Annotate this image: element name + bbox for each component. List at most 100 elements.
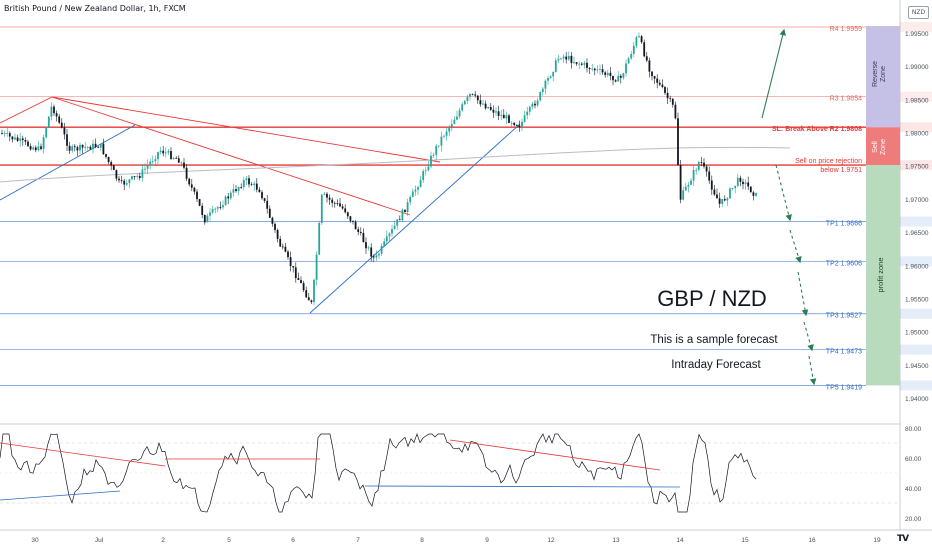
candle-body bbox=[227, 196, 230, 199]
candle-body bbox=[453, 119, 456, 125]
candle-body bbox=[279, 238, 282, 247]
candle-body bbox=[365, 242, 367, 249]
candle-body bbox=[547, 77, 549, 81]
candle-body bbox=[188, 178, 191, 185]
candle-body bbox=[734, 185, 737, 189]
candle-body bbox=[40, 146, 42, 149]
candle-body bbox=[495, 111, 497, 113]
candle-body bbox=[648, 60, 651, 72]
candle-body bbox=[526, 111, 529, 116]
candle-body bbox=[497, 111, 500, 116]
candle-body bbox=[162, 150, 165, 154]
candle-body bbox=[253, 183, 256, 186]
candle-body bbox=[281, 246, 284, 248]
trendline-sup-2[interactable] bbox=[309, 123, 521, 314]
candle-body bbox=[71, 146, 74, 151]
candle-body bbox=[708, 171, 711, 181]
candle-body bbox=[674, 104, 677, 119]
candle-body bbox=[211, 209, 214, 213]
candle-body bbox=[60, 122, 63, 128]
reverse-zone-label-2: Zone bbox=[880, 66, 887, 82]
candle-body bbox=[245, 178, 248, 181]
forecast-arrow-5 bbox=[808, 355, 817, 386]
candle-body bbox=[461, 104, 464, 111]
candle-body bbox=[42, 137, 45, 149]
time-axis-label: 19 bbox=[873, 537, 881, 544]
candle-body bbox=[487, 107, 490, 109]
candle-body bbox=[713, 189, 716, 195]
candle-body bbox=[575, 62, 578, 64]
candle-body bbox=[53, 106, 55, 114]
candle-body bbox=[583, 62, 586, 65]
symbol-title[interactable]: British Pound / New Zealand Dollar, 1h, … bbox=[4, 4, 186, 13]
candle-body bbox=[440, 136, 443, 146]
candle-body bbox=[333, 202, 336, 204]
candle-body bbox=[315, 254, 318, 280]
candle-body bbox=[185, 167, 188, 179]
candle-body bbox=[6, 133, 9, 134]
time-axis-label: 5 bbox=[227, 537, 231, 544]
candle-body bbox=[388, 233, 391, 237]
time-axis-label: 2 bbox=[161, 537, 165, 544]
candle-body bbox=[86, 146, 89, 148]
candle-body bbox=[567, 55, 570, 60]
candle-body bbox=[232, 189, 235, 193]
candle-body bbox=[359, 231, 362, 233]
candle-body bbox=[214, 208, 217, 210]
candle-body bbox=[115, 170, 118, 179]
price-axis-label: 1.99500 bbox=[905, 31, 929, 38]
candle-body bbox=[261, 192, 263, 199]
candle-body bbox=[692, 170, 695, 181]
candle-body bbox=[630, 53, 633, 59]
candle-body bbox=[409, 196, 412, 203]
candle-body bbox=[8, 133, 11, 137]
candle-body bbox=[742, 181, 744, 185]
candle-body bbox=[391, 229, 393, 234]
candle-body bbox=[749, 186, 752, 193]
candle-body bbox=[84, 147, 87, 148]
price-axis-area[interactable] bbox=[900, 0, 932, 530]
candle-body bbox=[271, 217, 274, 224]
candle-body bbox=[45, 127, 48, 138]
candle-body bbox=[144, 168, 146, 170]
price-tag-r4 bbox=[900, 22, 932, 33]
price-tag-tp1 bbox=[900, 216, 932, 227]
currency-badge[interactable]: NZD bbox=[908, 6, 929, 19]
candle-body bbox=[372, 256, 375, 258]
candle-body bbox=[222, 205, 224, 208]
trendline-res-2[interactable] bbox=[51, 96, 441, 163]
candle-body bbox=[684, 186, 687, 191]
rsi-trend-res-3 bbox=[449, 439, 661, 471]
candle-body bbox=[531, 103, 534, 107]
price-axis-label: 1.95000 bbox=[905, 330, 929, 337]
candle-body bbox=[378, 253, 380, 256]
candle-body bbox=[705, 166, 708, 172]
candle-body bbox=[344, 208, 347, 213]
candle-body bbox=[643, 42, 646, 57]
candle-body bbox=[55, 113, 58, 117]
candle-body bbox=[154, 159, 157, 162]
candle-body bbox=[632, 45, 635, 54]
candle-body bbox=[658, 82, 661, 85]
candle-body bbox=[66, 134, 68, 146]
sample-forecast-note: This is a sample forecast bbox=[650, 334, 778, 346]
candle-body bbox=[201, 205, 204, 215]
price-tag-sell bbox=[900, 160, 932, 171]
candle-body bbox=[97, 146, 100, 148]
trendline-res-1[interactable] bbox=[0, 96, 53, 124]
level-label-r4: R4 1.9959 bbox=[830, 26, 862, 33]
price-axis-label: 1.96000 bbox=[905, 263, 929, 270]
candle-body bbox=[484, 103, 487, 109]
candle-body bbox=[219, 207, 222, 208]
candle-body bbox=[458, 110, 461, 117]
time-axis-label: 6 bbox=[291, 537, 295, 544]
trendline-res-3[interactable] bbox=[51, 96, 411, 216]
pair-annotation: GBP / NZD bbox=[657, 286, 767, 311]
candle-body bbox=[744, 182, 747, 185]
candle-body bbox=[125, 183, 128, 185]
candle-body bbox=[669, 98, 672, 100]
candle-body bbox=[609, 72, 612, 76]
trendline-sup-1[interactable] bbox=[0, 124, 136, 201]
